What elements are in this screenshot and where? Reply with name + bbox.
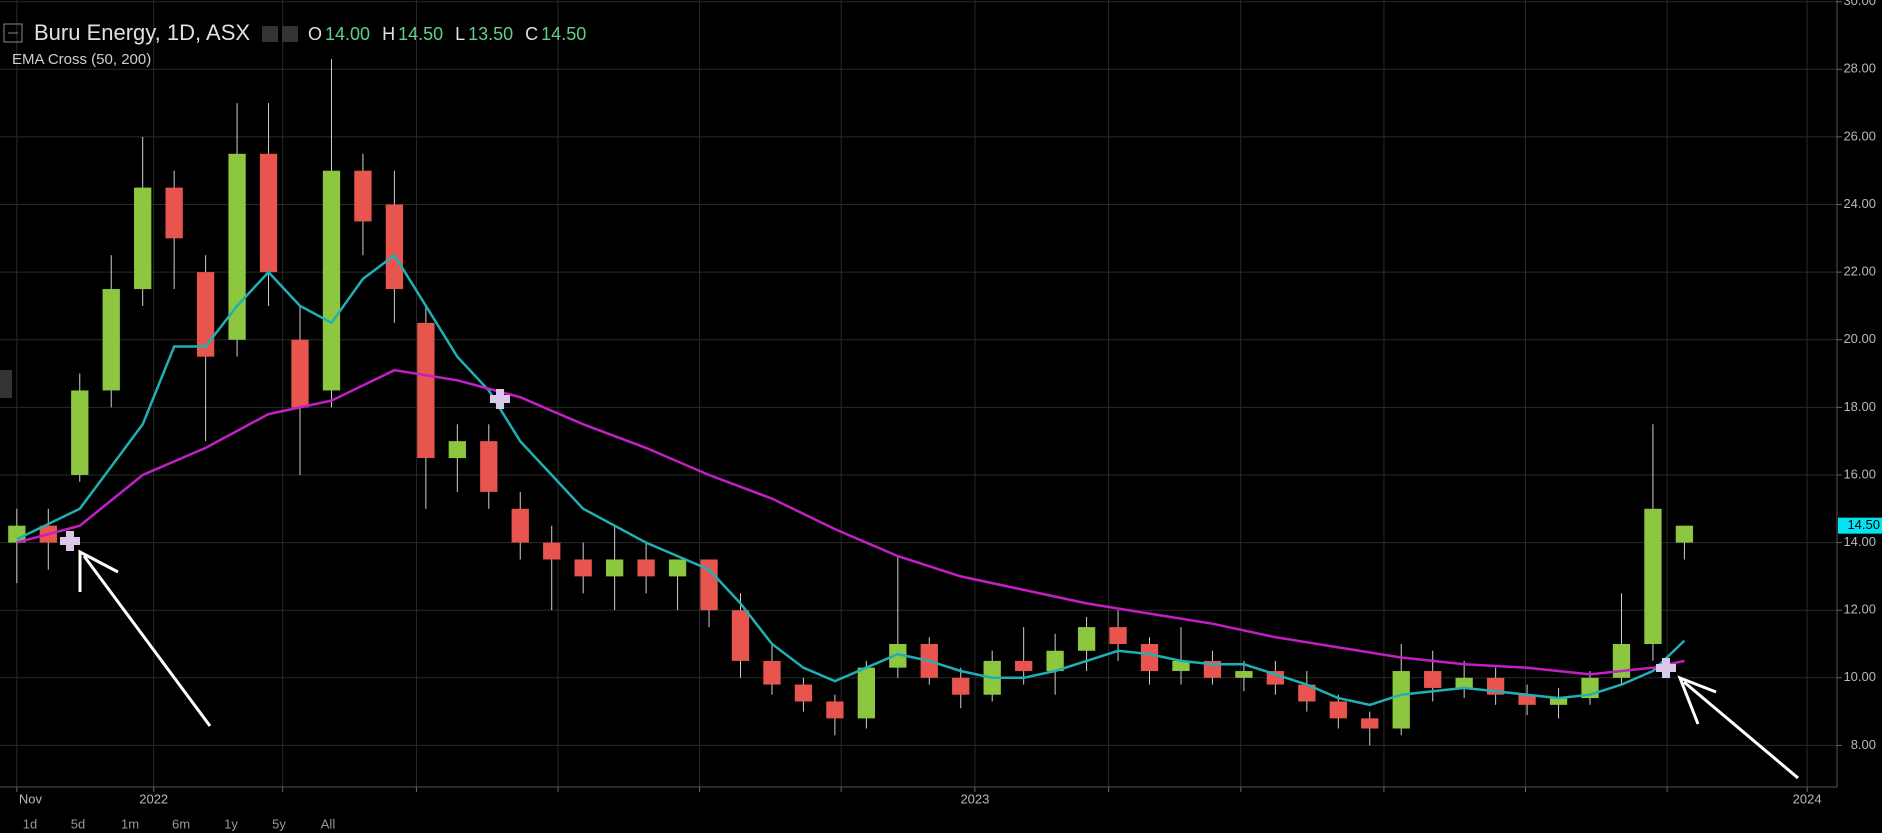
- range-button[interactable]: 1d: [23, 816, 37, 831]
- candle-body: [889, 644, 907, 668]
- candle-body: [1361, 718, 1379, 729]
- candle-body: [1140, 644, 1159, 672]
- y-tick-label: 12.00: [1843, 602, 1876, 617]
- candle-body: [448, 441, 466, 459]
- candle-body: [291, 339, 309, 408]
- candle-body: [700, 559, 718, 611]
- y-tick-label: 26.00: [1843, 128, 1876, 143]
- collapse-icon[interactable]: [3, 23, 23, 43]
- candle-body: [1298, 684, 1316, 702]
- y-tick-label: 10.00: [1843, 669, 1876, 684]
- last-price-tag: [1838, 517, 1882, 534]
- y-tick-label: 24.00: [1843, 196, 1876, 211]
- candle-body: [228, 153, 246, 340]
- annotation-arrows: [78, 549, 1799, 780]
- x-tick-label: Nov: [19, 791, 43, 806]
- candle-body: [574, 559, 592, 577]
- candle-body: [417, 322, 435, 459]
- quote-key: L: [455, 24, 465, 44]
- candle-body: [511, 508, 529, 543]
- candle-body: [1172, 660, 1190, 672]
- candle-body: [1235, 671, 1253, 678]
- candle-body: [1644, 508, 1662, 645]
- candle-body: [857, 667, 876, 719]
- arrow: [1683, 680, 1799, 780]
- y-tick-label: 30.00: [1843, 0, 1876, 8]
- candle-body: [1329, 701, 1347, 719]
- quote-value: 13.50: [468, 24, 513, 44]
- y-tick-label: 14.00: [1843, 534, 1876, 549]
- y-tick-label: 22.00: [1843, 264, 1876, 279]
- side-toggle[interactable]: [0, 370, 12, 398]
- range-button[interactable]: 5y: [272, 816, 286, 831]
- candle-body: [1046, 650, 1064, 672]
- candle-body: [605, 559, 624, 577]
- candle-body: [543, 542, 561, 560]
- range-button[interactable]: 1m: [121, 816, 139, 831]
- quote-value: 14.50: [541, 24, 586, 44]
- candle-body: [1015, 660, 1033, 672]
- y-tick-label: 18.00: [1843, 399, 1876, 414]
- arrow-head: [1677, 675, 1717, 725]
- candle-body: [259, 153, 278, 273]
- y-tick-label: 20.00: [1843, 331, 1876, 346]
- candle-body: [1549, 698, 1568, 705]
- ema-line: [16, 253, 1686, 707]
- candle-body: [385, 204, 404, 290]
- y-tick-label: 28.00: [1843, 61, 1876, 76]
- x-tick-label: 2024: [1793, 791, 1822, 806]
- last-price-label: 14.50: [1847, 517, 1880, 532]
- quote-value: 14.00: [325, 24, 370, 44]
- candle-body: [134, 187, 152, 290]
- cross-marker: [1656, 658, 1676, 678]
- settings-icon[interactable]: [282, 26, 298, 42]
- candle-body: [322, 170, 341, 391]
- candle-body: [1518, 694, 1536, 705]
- range-button[interactable]: 1y: [224, 816, 238, 831]
- y-tick-label: 16.00: [1843, 466, 1876, 481]
- candle-body: [196, 272, 215, 357]
- candle-body: [165, 187, 183, 239]
- candle-body: [1392, 671, 1410, 729]
- candle-body: [1077, 627, 1096, 651]
- candle-body: [480, 441, 498, 492]
- candle-body: [354, 170, 372, 222]
- quote-value: 14.50: [398, 24, 443, 44]
- candle-body: [1424, 671, 1442, 688]
- chart-title: Buru Energy, 1D, ASX: [34, 20, 250, 45]
- cross-marker: [60, 531, 80, 551]
- y-tick-label: 8.00: [1851, 737, 1876, 752]
- range-button[interactable]: 5d: [71, 816, 85, 831]
- cross-marker: [490, 389, 510, 409]
- candle-body: [1266, 671, 1285, 685]
- candle-body: [668, 559, 687, 577]
- candle-body: [1455, 677, 1473, 688]
- candle-body: [102, 289, 120, 391]
- indicator-label: EMA Cross (50, 200): [12, 51, 151, 68]
- quote-key: O: [308, 24, 322, 44]
- x-tick-label: 2022: [139, 791, 168, 806]
- candle-body: [952, 677, 970, 695]
- cross-markers: [60, 389, 1676, 678]
- candle-body: [1675, 525, 1694, 543]
- ema-line: [16, 368, 1685, 676]
- candle-body: [1109, 627, 1127, 645]
- candle-body: [763, 660, 781, 685]
- quote-key: C: [525, 24, 538, 44]
- range-button[interactable]: 6m: [172, 816, 190, 831]
- range-button[interactable]: All: [321, 816, 336, 831]
- candle-body: [794, 684, 813, 702]
- quote-key: H: [382, 24, 395, 44]
- settings-icon[interactable]: [262, 26, 278, 42]
- arrow-head: [78, 549, 119, 592]
- candle-body: [826, 701, 844, 719]
- candle-body: [71, 390, 89, 475]
- candle-body: [637, 559, 655, 577]
- candle-body: [731, 610, 750, 661]
- arrow: [82, 555, 212, 727]
- x-tick-label: 2023: [960, 791, 989, 806]
